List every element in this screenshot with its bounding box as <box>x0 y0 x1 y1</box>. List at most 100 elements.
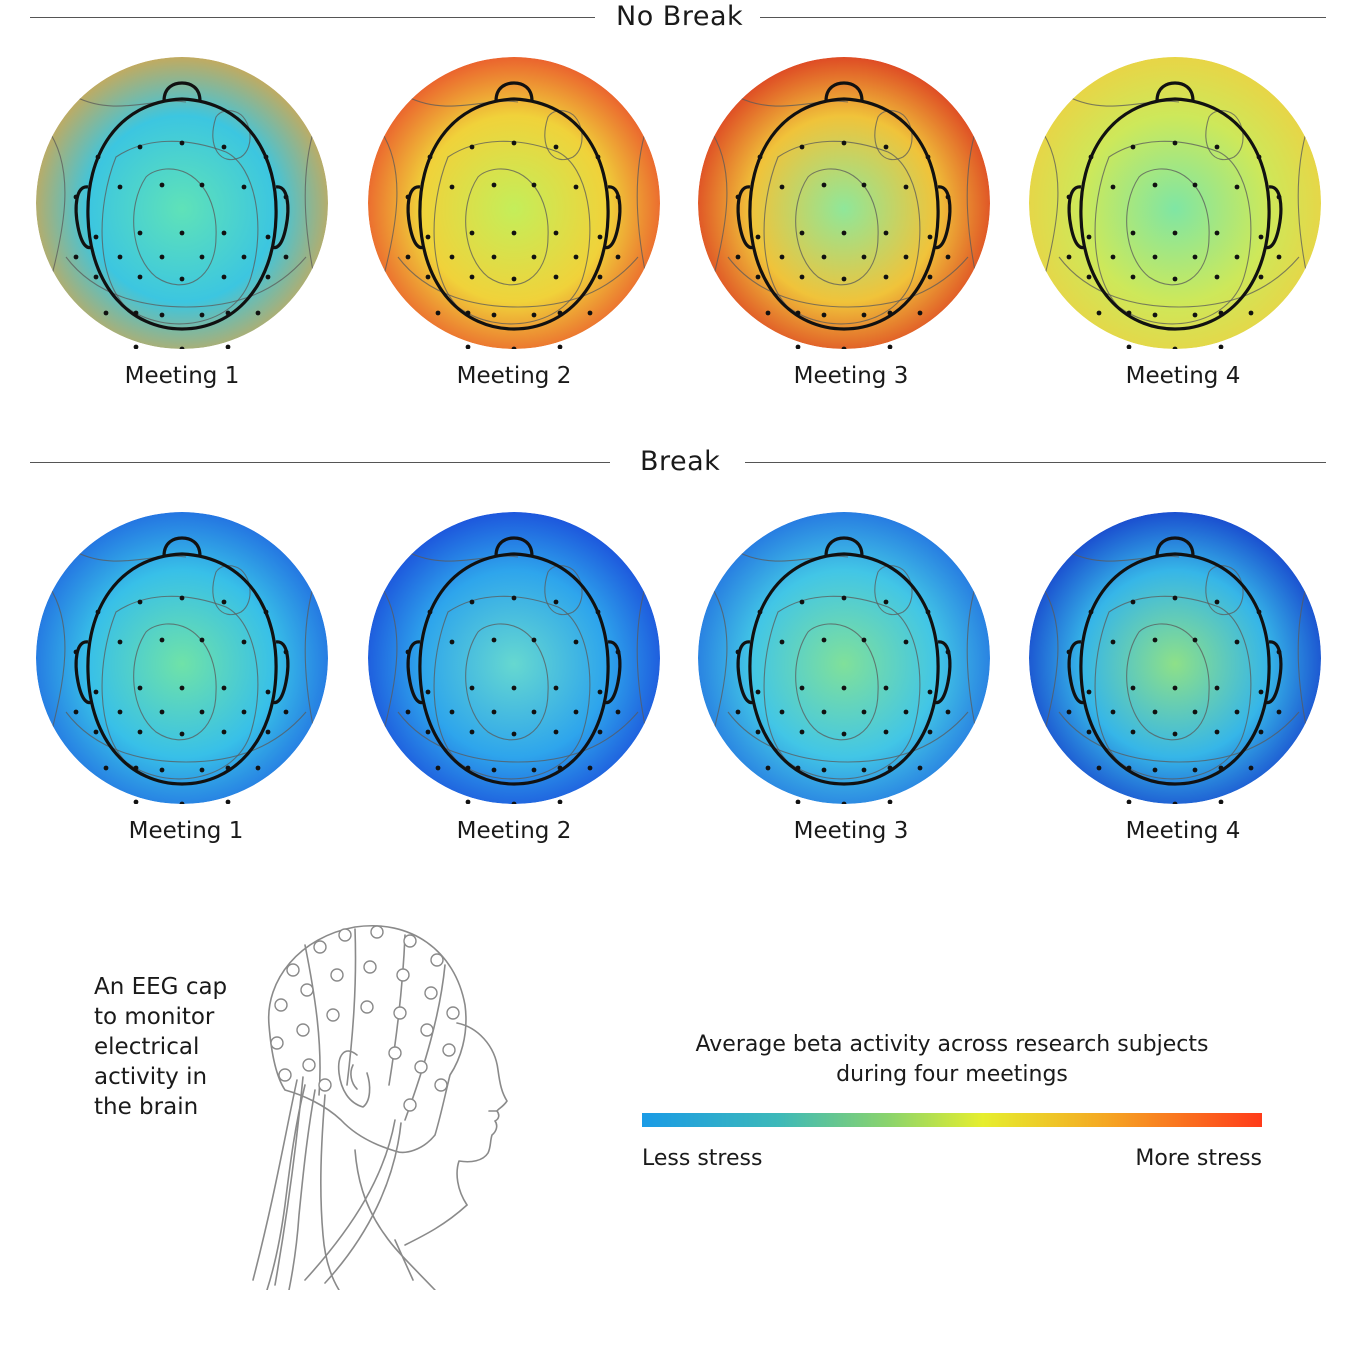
electrode-dot <box>597 274 603 280</box>
electrode-dot <box>1172 595 1178 601</box>
electrode-dot <box>1086 689 1092 695</box>
legend-low-label: Less stress <box>642 1146 763 1171</box>
electrode-dot <box>179 346 185 349</box>
electrode-dot <box>1152 312 1158 318</box>
topo-map-break-2 <box>368 512 660 804</box>
electrode-dot <box>159 709 165 715</box>
electrode-dot <box>799 144 805 150</box>
electrode-dot <box>1214 230 1220 236</box>
electrode-dot <box>159 312 165 318</box>
electrode-dot <box>597 729 603 735</box>
heatmap-fill <box>698 512 990 804</box>
electrode-dot <box>887 799 893 804</box>
electrode-dot <box>241 639 247 645</box>
electrode-dot <box>595 154 601 160</box>
electrode-dot <box>1258 729 1264 735</box>
electrode-dot <box>469 599 475 605</box>
legend-title-line: Average beta activity across research su… <box>695 1032 1209 1057</box>
electrode-dot <box>553 729 559 735</box>
topo-map-no-break-4 <box>1029 57 1321 349</box>
map-label: Meeting 2 <box>456 818 572 844</box>
electrode-dot <box>795 344 801 349</box>
electrode-dot <box>587 765 593 771</box>
electrode-dot <box>73 709 79 715</box>
electrode-dot <box>435 765 441 771</box>
electrode-dot <box>595 609 601 615</box>
electrode-dot <box>199 637 205 643</box>
electrode-dot <box>199 709 205 715</box>
electrode-dot <box>199 254 205 260</box>
electrode-dot <box>799 230 805 236</box>
electrode-dot <box>1192 254 1198 260</box>
electrode-dot <box>469 230 475 236</box>
electrode-dot <box>1218 310 1224 316</box>
electrode-dot <box>779 709 785 715</box>
electrode-dot <box>597 234 603 240</box>
topo-map-break-3 <box>698 512 990 804</box>
map-label: Meeting 4 <box>1125 818 1241 844</box>
electrode-dot <box>531 312 537 318</box>
map-label: Meeting 1 <box>128 818 244 844</box>
head-outline <box>1067 536 1283 786</box>
electrode-dot <box>573 254 579 260</box>
electrode-dot <box>511 276 517 282</box>
electrode-dot <box>405 709 411 715</box>
electrode-dot <box>795 799 801 804</box>
heatmap-fill <box>698 57 990 349</box>
electrode-dot <box>405 254 411 260</box>
electrode-dot <box>861 182 867 188</box>
electrode-dot <box>241 709 247 715</box>
electrode-dot <box>755 234 761 240</box>
electrode-dot <box>1130 599 1136 605</box>
electrode-dot <box>511 801 517 804</box>
electrode-dot <box>133 310 139 316</box>
electrode-dot <box>903 639 909 645</box>
electrode-dot <box>779 254 785 260</box>
electrode-dot <box>1086 234 1092 240</box>
electrode-dot <box>883 230 889 236</box>
electrode-dot <box>1214 144 1220 150</box>
electrode-dot <box>841 230 847 236</box>
electrode-dot <box>93 689 99 695</box>
electrode-dot <box>465 344 471 349</box>
electrode-dot <box>1110 709 1116 715</box>
electrode-dot <box>221 685 227 691</box>
electrode-dot <box>1218 799 1224 804</box>
electrode-dot <box>799 274 805 280</box>
electrode-dot <box>573 639 579 645</box>
electrode-dot <box>511 230 517 236</box>
electrode-dot <box>735 709 741 715</box>
electrode-dot <box>491 767 497 773</box>
electrode-dot <box>615 194 621 200</box>
electrode-dot <box>1110 184 1116 190</box>
electrode-dot <box>283 649 289 655</box>
electrode-dot <box>615 709 621 715</box>
electrode-dot <box>241 254 247 260</box>
topo-map-no-break-1 <box>36 57 328 349</box>
electrode-dot <box>511 685 517 691</box>
electrode-dot <box>615 649 621 655</box>
electrode-dot <box>883 599 889 605</box>
electrode-dot <box>225 799 231 804</box>
divider-line-right <box>760 17 1326 18</box>
caption-line: the brain <box>94 1094 199 1120</box>
electrode-dot <box>1152 767 1158 773</box>
electrode-dot <box>225 765 231 771</box>
heatmap-fill <box>368 512 660 804</box>
divider-line-right <box>745 462 1326 463</box>
electrode-dot <box>755 689 761 695</box>
electrode-dot <box>1256 154 1262 160</box>
electrode-dot <box>1126 765 1132 771</box>
electrode-dot <box>917 765 923 771</box>
electrode-dot <box>221 274 227 280</box>
electrode-dot <box>465 765 471 771</box>
electrode-dot <box>265 234 271 240</box>
electrode-dot <box>511 731 517 737</box>
head-outline <box>406 81 622 331</box>
heatmap-fill <box>1029 57 1321 349</box>
electrode-dot <box>615 254 621 260</box>
electrode-dot <box>1110 254 1116 260</box>
electrode-points <box>1066 595 1282 804</box>
electrode-dot <box>1172 731 1178 737</box>
heatmap-fill <box>36 57 328 349</box>
